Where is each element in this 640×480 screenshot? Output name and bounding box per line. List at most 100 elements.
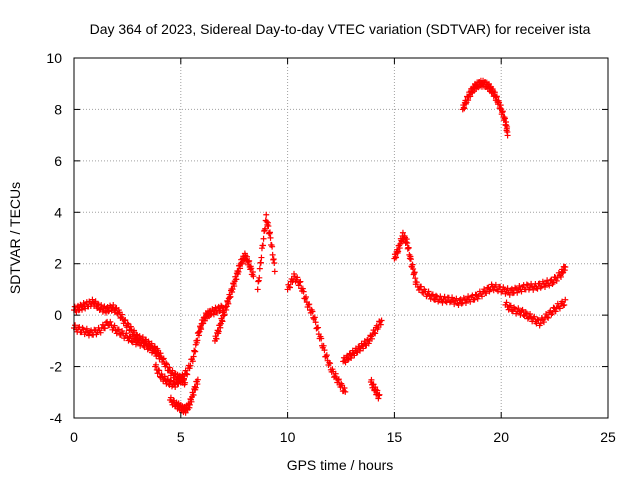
data-point	[219, 318, 226, 325]
data-point	[360, 345, 367, 352]
data-point	[143, 341, 150, 348]
data-point	[246, 257, 253, 264]
data-point	[260, 242, 267, 249]
data-point	[547, 277, 554, 284]
data-point	[523, 281, 530, 288]
data-point	[502, 290, 509, 297]
data-point	[159, 356, 166, 363]
data-point	[112, 305, 119, 312]
data-point	[85, 332, 92, 339]
data-point	[267, 234, 274, 241]
data-point	[530, 286, 537, 293]
data-point	[229, 286, 236, 293]
data-point	[518, 288, 525, 295]
data-point	[213, 335, 220, 342]
data-point	[166, 364, 173, 371]
data-point	[505, 306, 512, 313]
data-point	[95, 301, 102, 308]
data-point	[481, 286, 488, 293]
data-point	[522, 309, 529, 316]
data-point	[372, 330, 379, 337]
data-point	[405, 244, 412, 251]
data-point	[309, 308, 316, 315]
data-point	[320, 342, 327, 349]
data-point	[72, 322, 79, 329]
data-point	[501, 115, 508, 122]
data-point	[123, 330, 130, 337]
x-axis-label: GPS time / hours	[287, 457, 394, 473]
series-track-i	[367, 376, 383, 402]
data-point	[483, 290, 490, 297]
data-point	[410, 265, 417, 272]
data-point	[163, 360, 170, 367]
data-point	[425, 288, 432, 295]
data-point	[453, 295, 460, 302]
data-point	[98, 302, 105, 309]
data-point	[518, 308, 525, 315]
data-point	[113, 330, 120, 337]
data-point	[256, 265, 263, 272]
data-point	[186, 401, 193, 408]
data-markers	[71, 77, 569, 416]
data-point	[524, 315, 531, 322]
data-point	[506, 291, 513, 298]
data-point	[182, 379, 189, 386]
data-point	[455, 302, 462, 309]
data-point	[418, 283, 425, 290]
data-point	[207, 312, 214, 319]
data-point	[248, 265, 255, 272]
data-point	[271, 268, 278, 275]
data-point	[131, 327, 138, 334]
data-point	[348, 354, 355, 361]
x-tick-label: 25	[600, 429, 616, 445]
data-point	[119, 311, 126, 318]
data-point	[315, 324, 322, 331]
data-point	[133, 331, 140, 338]
data-point	[344, 356, 351, 363]
data-point	[161, 373, 168, 380]
data-point	[429, 291, 436, 298]
data-point	[107, 318, 114, 325]
data-point	[189, 358, 196, 365]
data-point	[167, 377, 174, 384]
plot-frame	[73, 57, 609, 419]
data-point	[299, 285, 306, 292]
data-point	[128, 338, 135, 345]
data-point	[152, 361, 159, 368]
data-point	[190, 392, 197, 399]
data-point	[378, 317, 385, 324]
data-point	[471, 296, 478, 303]
data-point	[553, 277, 560, 284]
data-point	[144, 346, 151, 353]
data-point	[79, 306, 86, 313]
data-point	[311, 314, 318, 321]
data-point	[210, 311, 217, 318]
series-track-d	[167, 376, 201, 416]
data-point	[562, 296, 569, 303]
data-point	[413, 279, 420, 286]
data-point	[462, 300, 469, 307]
axis-ticks: 0 5 10 15 20 25 -4 -2 0 2 4 6 8 10	[46, 50, 616, 445]
data-point	[556, 305, 563, 312]
data-point	[399, 229, 406, 236]
data-point	[122, 317, 129, 324]
data-point	[254, 286, 261, 293]
data-point	[326, 359, 333, 366]
series-track-m	[459, 77, 511, 139]
data-point	[351, 352, 358, 359]
series-track-l	[502, 296, 569, 329]
data-point	[546, 282, 553, 289]
data-point	[233, 276, 240, 283]
data-point	[493, 93, 500, 100]
data-point	[544, 314, 551, 321]
data-point	[474, 295, 481, 302]
data-point	[512, 284, 519, 291]
data-point	[139, 337, 146, 344]
y-tick-label: 8	[54, 101, 62, 117]
data-point	[341, 385, 348, 392]
data-point	[465, 293, 472, 300]
data-point	[192, 348, 199, 355]
data-point	[534, 316, 541, 323]
data-point	[257, 259, 264, 266]
data-point	[184, 371, 191, 378]
